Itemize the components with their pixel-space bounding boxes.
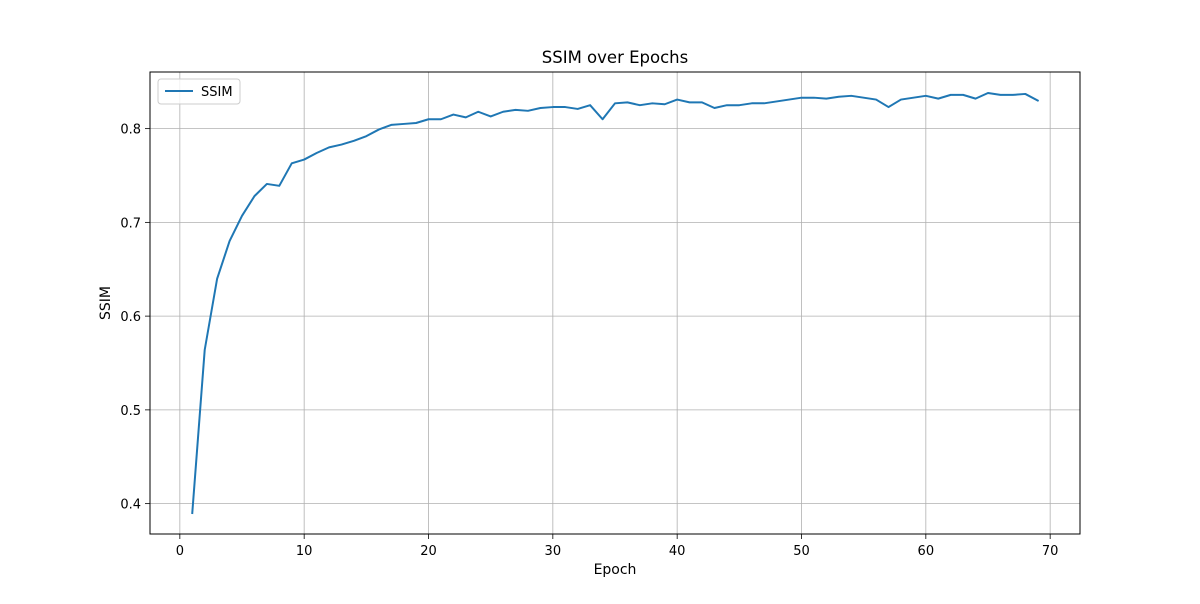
grid (150, 72, 1080, 534)
legend-label-ssim: SSIM (201, 85, 233, 100)
y-tick-label: 0.8 (120, 123, 141, 138)
y-tick-label: 0.6 (120, 310, 141, 325)
x-tick-label: 50 (793, 544, 810, 559)
y-tick-label: 0.4 (120, 498, 141, 513)
y-axis-label: SSIM (98, 286, 114, 320)
chart-title: SSIM over Epochs (542, 48, 688, 67)
x-tick-label: 40 (669, 544, 686, 559)
series-line-ssim (192, 93, 1037, 513)
x-tick-label: 20 (420, 544, 437, 559)
x-tick-label: 70 (1042, 544, 1059, 559)
x-tick-label: 30 (545, 544, 562, 559)
x-axis-label: Epoch (594, 562, 637, 578)
legend: SSIM (158, 79, 240, 104)
y-tick-label: 0.7 (120, 216, 141, 231)
x-tick-label: 60 (918, 544, 935, 559)
x-tick-label: 0 (176, 544, 184, 559)
plot-frame (150, 72, 1080, 534)
x-tick-label: 10 (296, 544, 313, 559)
series-layer (192, 93, 1037, 513)
y-tick-label: 0.5 (120, 404, 141, 419)
ticks: 0 10 20 30 40 50 60 70 0.4 0.5 0.6 0.7 0.8 (120, 123, 1058, 559)
